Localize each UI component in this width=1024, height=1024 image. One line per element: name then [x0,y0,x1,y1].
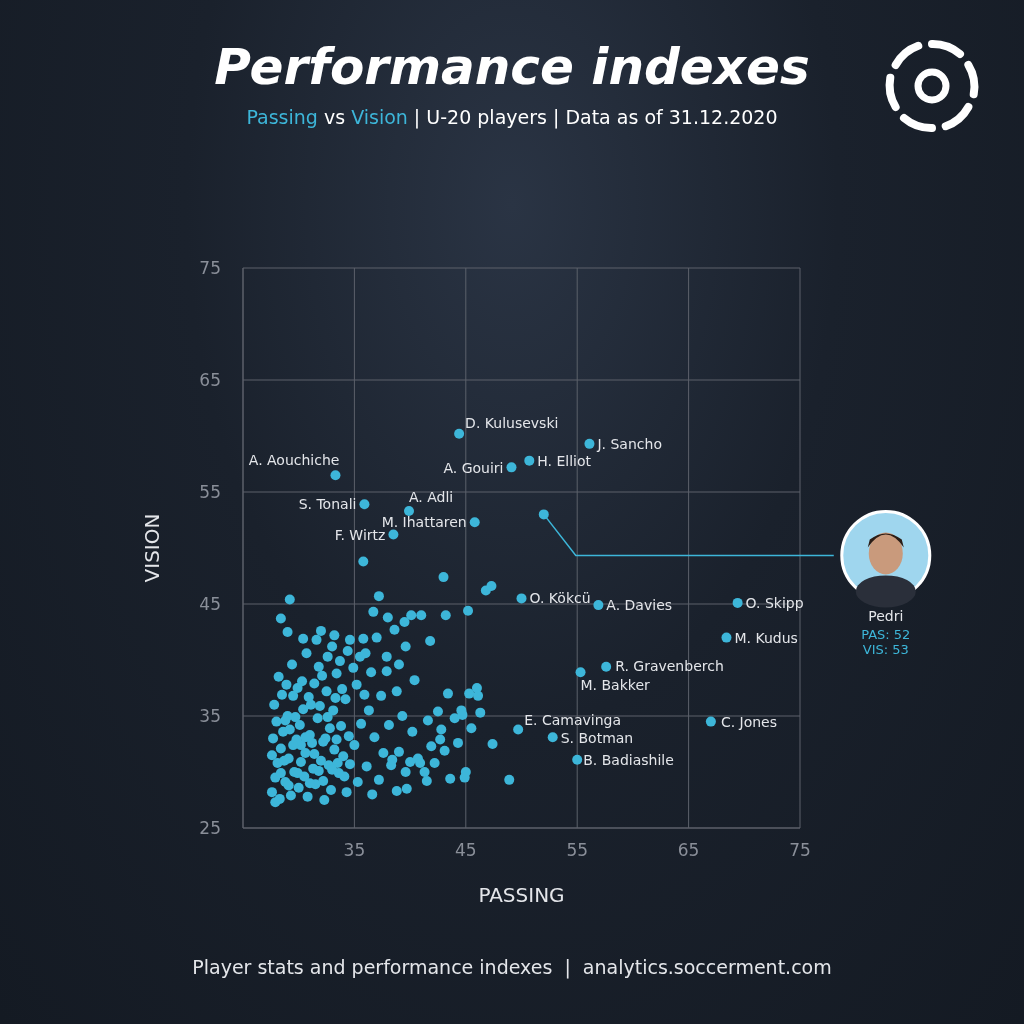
html-text:VISION: VISION [140,513,164,583]
svg-text:A. Gouiri: A. Gouiri [443,460,503,476]
svg-text:35: 35 [344,840,366,860]
svg-text:O. Skipp: O. Skipp [746,595,804,611]
svg-text:A. Aouchiche: A. Aouchiche [249,452,340,468]
svg-text:A. Adli: A. Adli [409,489,453,505]
svg-text:45: 45 [455,840,477,860]
svg-text:PAS: 52: PAS: 52 [861,627,910,642]
svg-text:S. Botman: S. Botman [561,730,634,746]
svg-text:E. Camavinga: E. Camavinga [524,712,621,728]
svg-text:S. Tonali: S. Tonali [299,496,357,512]
html-text:Performance indexes: Performance indexes [214,38,810,96]
html-text:Player stats and performance i: Player stats and performance indexes | a… [192,956,832,978]
svg-text:M. Bakker: M. Bakker [581,677,650,693]
svg-text:45: 45 [199,594,221,614]
svg-text:B. Badiashile: B. Badiashile [583,752,674,768]
svg-text:25: 25 [199,818,221,838]
svg-text:VIS: 53: VIS: 53 [863,642,909,657]
svg-text:O. Kökcü: O. Kökcü [530,590,591,606]
svg-text:H. Elliot: H. Elliot [537,453,591,469]
svg-text:55: 55 [199,482,221,502]
svg-text:55: 55 [566,840,588,860]
svg-text:J. Sancho: J. Sancho [596,436,662,452]
svg-text:Pedri: Pedri [868,608,903,624]
html-text:PASSING: PASSING [478,883,565,907]
svg-text:65: 65 [678,840,700,860]
svg-text:C. Jones: C. Jones [721,714,777,730]
svg-text:75: 75 [199,258,221,278]
svg-text:M. Kudus: M. Kudus [734,630,797,646]
svg-text:R. Gravenberch: R. Gravenberch [615,658,724,674]
svg-text:M. Ihattaren: M. Ihattaren [382,514,467,530]
svg-text:35: 35 [199,706,221,726]
svg-text:A. Davies: A. Davies [606,597,672,613]
html-text:Passing vs Vision | U-20 playe: Passing vs Vision | U-20 players | Data … [246,106,778,128]
svg-text:75: 75 [789,840,811,860]
svg-text:65: 65 [199,370,221,390]
svg-text:D. Kulusevski: D. Kulusevski [465,415,558,431]
svg-text:F. Wirtz: F. Wirtz [335,527,386,543]
